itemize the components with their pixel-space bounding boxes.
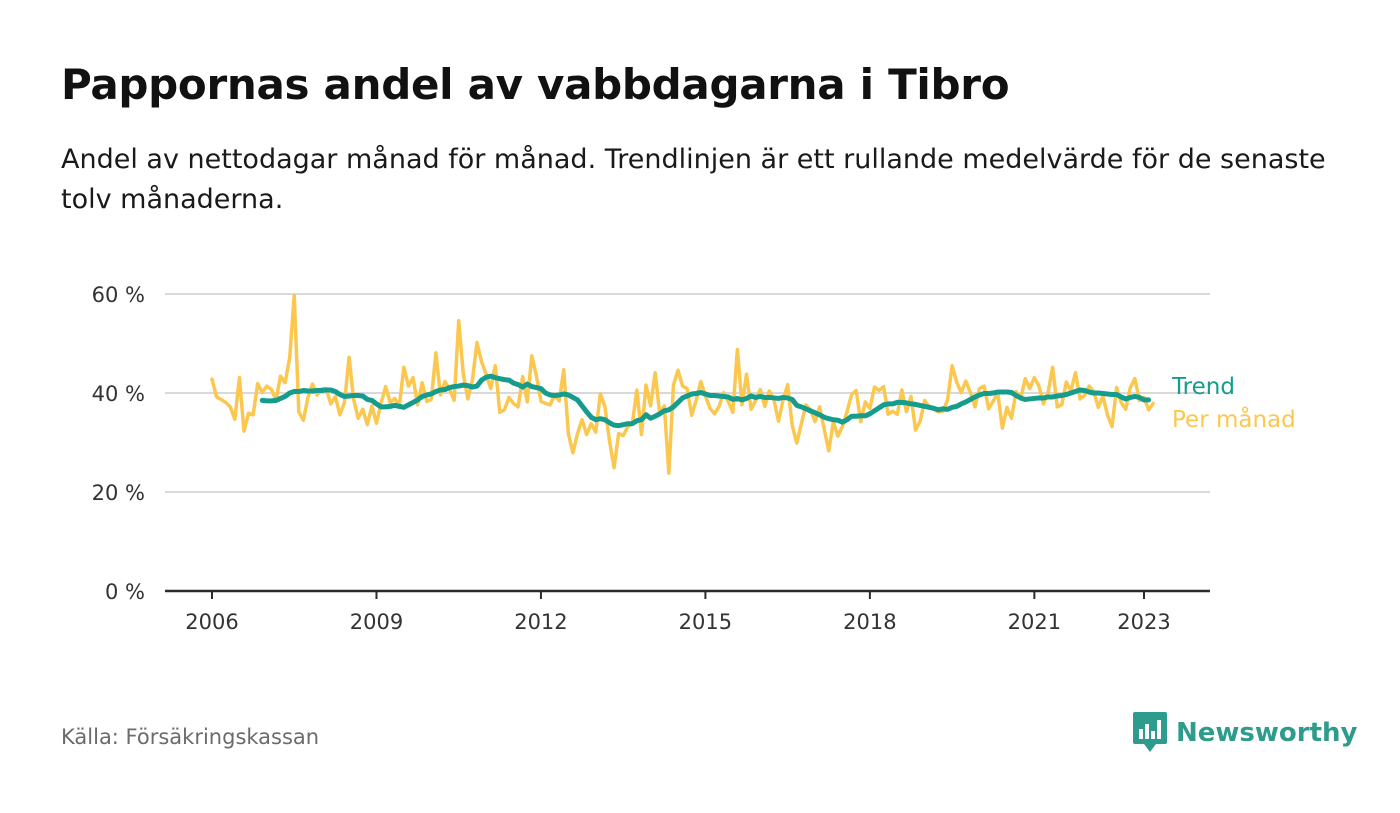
y-tick-label: 0 % <box>105 580 145 604</box>
y-tick-label: 20 % <box>92 481 145 505</box>
y-tick-label: 40 % <box>92 382 145 406</box>
x-tick-label: 2009 <box>350 610 403 634</box>
y-tick-label: 60 % <box>92 283 145 307</box>
x-tick-label: 2015 <box>679 610 732 634</box>
brand-logo: Newsworthy <box>1133 712 1357 754</box>
source-note: Källa: Försäkringskassan <box>61 725 320 749</box>
x-tick-label: 2023 <box>1117 610 1170 634</box>
chart-subtitle: Andel av nettodagar månad för månad. Tre… <box>61 144 1326 215</box>
x-tick-label: 2006 <box>185 610 238 634</box>
x-tick-label: 2012 <box>514 610 567 634</box>
legend-label-per-manad: Per månad <box>1172 405 1296 433</box>
bar-chart-speech-bubble-icon <box>1133 712 1167 752</box>
x-tick-label: 2018 <box>843 610 896 634</box>
series-line-per-manad <box>210 293 1155 475</box>
x-tick-label: 2021 <box>1008 610 1061 634</box>
legend-label-trend: Trend <box>1171 374 1235 400</box>
chart-title: Pappornas andel av vabbdagarna i Tibro <box>61 60 1010 109</box>
series-line-trend <box>259 373 1152 429</box>
brand-name: Newsworthy <box>1176 718 1358 748</box>
